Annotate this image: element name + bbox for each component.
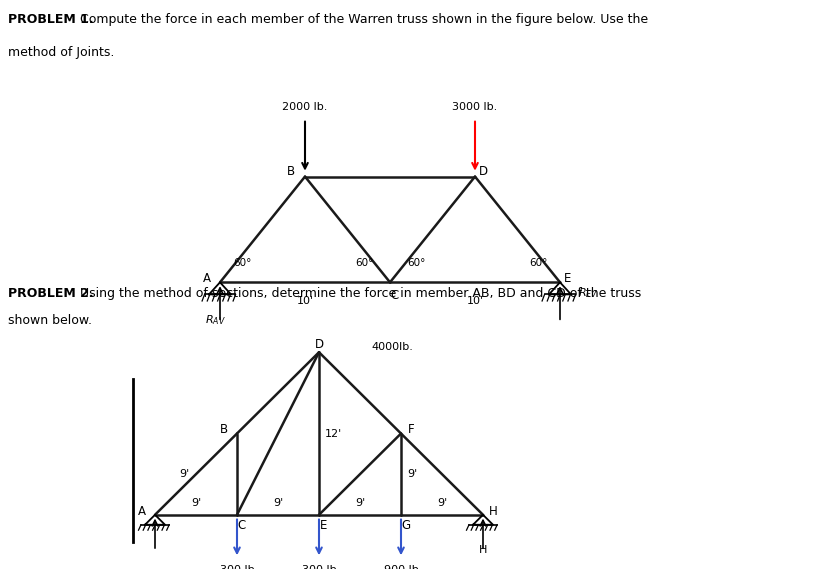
Text: $R_{AV}$: $R_{AV}$ — [205, 313, 225, 327]
Text: 900 lb: 900 lb — [384, 566, 418, 569]
Text: C: C — [238, 519, 246, 532]
Text: 9': 9' — [407, 469, 418, 479]
Text: 9': 9' — [273, 498, 283, 509]
Text: method of Joints.: method of Joints. — [8, 46, 114, 59]
Text: E: E — [320, 519, 328, 532]
Text: 60°: 60° — [233, 258, 251, 269]
Text: F: F — [408, 423, 414, 436]
Text: 300 lb: 300 lb — [302, 566, 336, 569]
Text: 9': 9' — [437, 498, 447, 509]
Text: H: H — [488, 505, 498, 518]
Text: PROBLEM 2.: PROBLEM 2. — [8, 287, 94, 300]
Text: D: D — [314, 337, 324, 351]
Text: 12': 12' — [325, 428, 342, 439]
Text: 10': 10' — [467, 296, 483, 306]
Text: E: E — [564, 272, 572, 285]
Text: D: D — [478, 165, 488, 178]
Text: A: A — [203, 272, 211, 285]
Text: A: A — [138, 505, 146, 518]
Text: PROBLEM 1.: PROBLEM 1. — [8, 13, 94, 26]
Text: 4000lb.: 4000lb. — [371, 342, 413, 352]
Text: 10': 10' — [296, 296, 314, 306]
Text: 2000 lb.: 2000 lb. — [282, 102, 328, 112]
Text: Compute the force in each member of the Warren truss shown in the figure below. : Compute the force in each member of the … — [76, 13, 648, 26]
Text: C: C — [391, 289, 399, 302]
Text: shown below.: shown below. — [8, 314, 92, 327]
Text: 60°: 60° — [354, 258, 374, 269]
Text: 9': 9' — [355, 498, 365, 509]
Text: 3000 lb.: 3000 lb. — [453, 102, 498, 112]
Text: B: B — [220, 423, 228, 436]
Text: 60°: 60° — [529, 258, 547, 269]
Text: 9': 9' — [191, 498, 201, 509]
Text: H: H — [478, 545, 488, 555]
Text: B: B — [287, 165, 295, 178]
Text: G: G — [401, 519, 410, 532]
Text: 300 lb: 300 lb — [220, 566, 255, 569]
Text: Using the method of sections, determine the force in member AB, BD and CD of the: Using the method of sections, determine … — [76, 287, 641, 300]
Text: 60°: 60° — [407, 258, 425, 269]
Text: $R_{EV}$: $R_{EV}$ — [577, 286, 598, 300]
Text: 9': 9' — [180, 469, 190, 479]
